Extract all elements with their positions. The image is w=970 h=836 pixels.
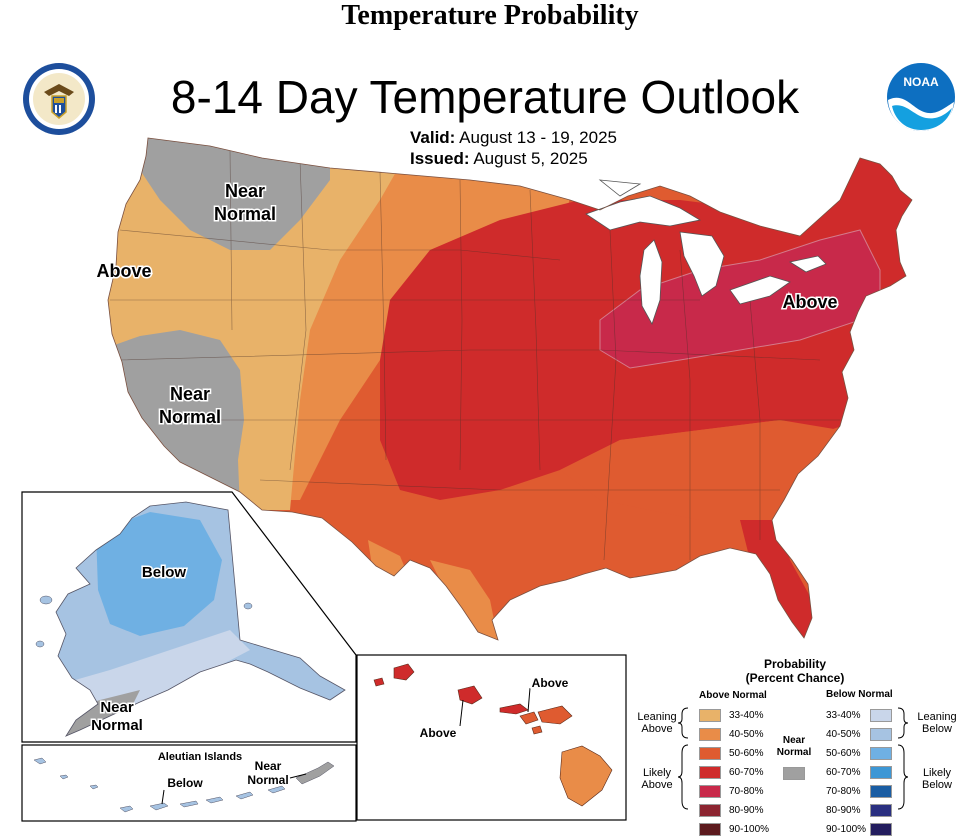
legend-above-header: Above Normal xyxy=(699,690,767,701)
legend-braces xyxy=(677,707,909,810)
legend-above-range: 40-50% xyxy=(729,729,764,740)
legend-above-swatch xyxy=(699,766,721,779)
legend-above-swatch xyxy=(699,747,721,760)
legend-above-range: 80-90% xyxy=(729,805,764,816)
page-title: Temperature Probability xyxy=(341,0,639,31)
legend-above-range: 60-70% xyxy=(729,767,764,778)
legend-likely-above-line-2: Above xyxy=(641,779,673,791)
legend-above-swatch xyxy=(699,728,721,741)
legend-likely-above: Likely Above xyxy=(635,767,679,791)
alaska-below-label: Below xyxy=(142,564,187,581)
legend-above-swatch xyxy=(699,709,721,722)
hawaii-above-label-2: Above xyxy=(532,676,569,690)
legend-above-swatch xyxy=(699,804,721,817)
legend-near-normal-line-1: Near xyxy=(782,735,806,746)
hawaii-above-pointer-1 xyxy=(459,699,464,727)
aleutian-below-pointer xyxy=(161,789,165,805)
legend-likely-below-line-1: Likely xyxy=(922,767,952,779)
legend-below-range: 40-50% xyxy=(826,729,861,740)
commerce-seal-icon xyxy=(23,63,95,135)
legend-above-range: 50-60% xyxy=(729,748,764,759)
legend-leaning-below: Leaning Below xyxy=(912,711,962,735)
near-normal-north-label-2: Normal xyxy=(214,204,276,224)
alaska-outline xyxy=(55,501,346,737)
legend-below-range: 80-90% xyxy=(826,805,861,816)
above-west-label: Above xyxy=(96,261,151,281)
issued-value: August 5, 2025 xyxy=(473,149,588,168)
hawaii-above-pointer-2 xyxy=(527,687,531,713)
near-normal-north-label-1: Near xyxy=(225,181,265,201)
outlook-title: 8-14 Day Temperature Outlook xyxy=(170,71,800,123)
aleutian-near-normal-label-1: Near xyxy=(255,759,282,773)
legend-below-swatch xyxy=(870,766,892,779)
near-normal-southwest-label-2: Normal xyxy=(159,407,221,427)
aleutian-islands xyxy=(33,757,335,813)
legend-below-swatch xyxy=(870,709,892,722)
legend-leaning-below-line-2: Below xyxy=(922,723,952,735)
legend-likely-above-line-1: Likely xyxy=(642,767,672,779)
conus-outline xyxy=(107,137,913,641)
legend-leaning-below-line-1: Leaning xyxy=(917,711,957,723)
legend-likely-below-line-2: Below xyxy=(922,779,952,791)
legend-above-swatch xyxy=(699,823,721,836)
legend-below-range: 50-60% xyxy=(826,748,861,759)
state-borders xyxy=(110,149,840,561)
legend-title: Probability xyxy=(763,657,826,671)
valid-label: Valid: xyxy=(410,128,456,147)
alaska-near-normal-label-1: Near xyxy=(100,699,134,716)
legend-below-range: 60-70% xyxy=(826,767,861,778)
noaa-logo-icon: NOAA xyxy=(887,63,955,131)
valid-value: August 13 - 19, 2025 xyxy=(459,128,617,147)
legend-near-normal-line-2: Normal xyxy=(776,747,812,758)
legend-leaning-above-line-1: Leaning xyxy=(637,711,677,723)
legend-below-swatch xyxy=(870,728,892,741)
aleutian-inset-frame xyxy=(21,744,357,822)
legend-near-normal-swatch xyxy=(783,767,805,780)
legend-below-range: 70-80% xyxy=(826,786,861,797)
issued-label: Issued: xyxy=(410,149,470,168)
legend-below-header: Below Normal xyxy=(826,689,893,700)
hawaii-above-label-1: Above xyxy=(420,726,457,740)
aleutian-near-normal-pointer xyxy=(289,773,307,779)
valid-dates: Valid: August 13 - 19, 2025 Issued: Augu… xyxy=(410,127,617,169)
hawaii-islands xyxy=(373,663,613,807)
legend-subtitle: (Percent Chance) xyxy=(745,671,845,685)
legend-near-normal: Near Normal xyxy=(774,735,814,759)
near-normal-southwest-label-1: Near xyxy=(170,384,210,404)
aleutian-near-normal-label-2: Normal xyxy=(247,773,288,787)
legend-leaning-above-line-2: Above xyxy=(641,723,673,735)
noaa-logo-text: NOAA xyxy=(903,75,939,89)
legend-below-swatch xyxy=(870,804,892,817)
legend-leaning-above: Leaning Above xyxy=(635,711,679,735)
legend-above-range: 33-40% xyxy=(729,710,764,721)
great-lakes xyxy=(585,179,827,325)
above-east-label: Above xyxy=(782,292,837,312)
legend-likely-below: Likely Below xyxy=(912,767,962,791)
alaska-near-normal-label-2: Normal xyxy=(91,717,143,734)
legend-above-range: 70-80% xyxy=(729,786,764,797)
legend-above-swatch xyxy=(699,785,721,798)
legend-below-range: 33-40% xyxy=(826,710,861,721)
aleutian-below-label: Below xyxy=(167,776,203,790)
legend-below-swatch xyxy=(870,747,892,760)
legend-below-swatch xyxy=(870,785,892,798)
legend-below-swatch xyxy=(870,823,892,836)
aleutian-title: Aleutian Islands xyxy=(158,751,242,763)
alaska-islands xyxy=(35,595,253,648)
